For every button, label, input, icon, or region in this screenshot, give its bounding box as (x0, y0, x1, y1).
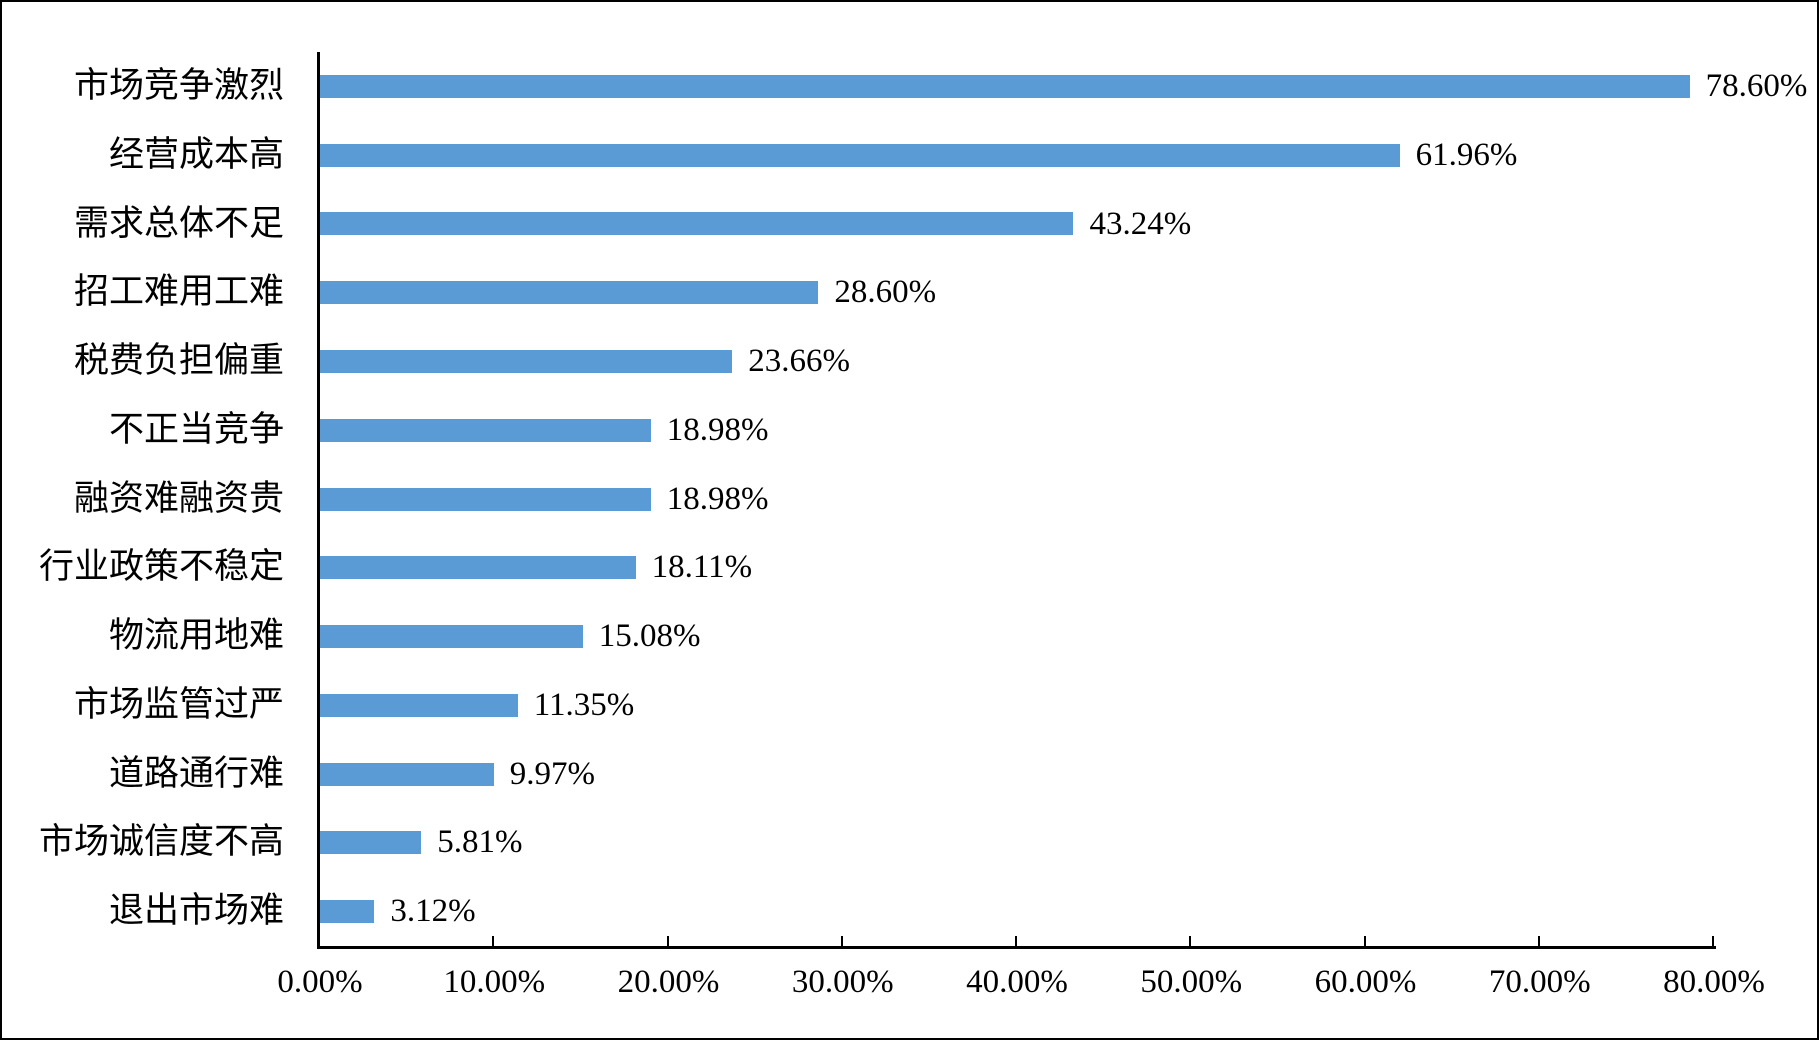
category-label: 市场诚信度不高 (38, 822, 284, 862)
x-axis-tick (666, 936, 669, 946)
x-axis-tick (1363, 936, 1366, 946)
y-axis-line (317, 52, 320, 949)
x-axis-tick (1712, 936, 1714, 946)
category-label: 招工难用工难 (73, 272, 284, 312)
bar (320, 487, 651, 511)
bar (320, 74, 1690, 98)
category-label: 经营成本高 (108, 134, 284, 174)
x-axis-tick-label: 50.00% (1140, 964, 1243, 1000)
x-axis-tick (492, 936, 495, 946)
x-axis-tick-label: 40.00% (966, 964, 1068, 1000)
data-label: 78.60% (1705, 68, 1808, 104)
data-label: 5.81% (437, 824, 523, 861)
bar (320, 900, 375, 924)
category-label: 市场监管过严 (73, 684, 284, 724)
x-axis-tick (1537, 936, 1540, 946)
bar (320, 831, 422, 855)
data-label: 9.97% (509, 755, 595, 792)
x-axis-line (317, 946, 1716, 949)
x-axis-tick (1015, 936, 1017, 946)
x-axis-tick-label: 0.00% (277, 964, 363, 1000)
category-label: 市场竞争激烈 (73, 66, 284, 105)
x-axis-tick-label: 80.00% (1663, 964, 1765, 1000)
category-label: 需求总体不足 (73, 203, 284, 243)
bar (320, 418, 651, 442)
bar (320, 693, 518, 717)
x-axis-tick-label: 20.00% (617, 964, 720, 1000)
x-axis-tick (1189, 936, 1192, 946)
x-axis-tick (840, 936, 843, 946)
bar (320, 212, 1074, 236)
data-label: 18.98% (666, 411, 769, 448)
bar (320, 281, 819, 305)
bar (320, 556, 636, 580)
bar (320, 143, 1400, 167)
x-axis-tick-label: 70.00% (1488, 964, 1591, 1000)
data-label: 28.60% (834, 274, 937, 311)
data-label: 18.98% (666, 480, 769, 517)
data-label: 23.66% (748, 343, 851, 380)
data-label: 3.12% (390, 893, 476, 930)
x-axis-tick-label: 10.00% (443, 964, 546, 1000)
data-label: 61.96% (1415, 136, 1518, 173)
category-label: 退出市场难 (108, 891, 284, 931)
x-axis-tick-label: 60.00% (1314, 964, 1417, 1000)
data-label: 18.11% (651, 549, 753, 586)
data-label: 43.24% (1089, 205, 1192, 242)
data-label: 11.35% (533, 686, 635, 723)
x-axis-tick-label: 30.00% (791, 964, 894, 1000)
category-label: 融资难融资贵 (73, 478, 284, 518)
category-label: 道路通行难 (108, 753, 284, 793)
bar (320, 349, 733, 373)
category-label: 物流用地难 (108, 616, 284, 656)
bar (320, 625, 583, 649)
bar (320, 762, 494, 786)
data-label: 15.08% (598, 618, 701, 655)
category-label: 税费负担偏重 (73, 341, 284, 381)
category-label: 不正当竞争 (108, 409, 284, 449)
category-label: 行业政策不稳定 (38, 547, 284, 587)
